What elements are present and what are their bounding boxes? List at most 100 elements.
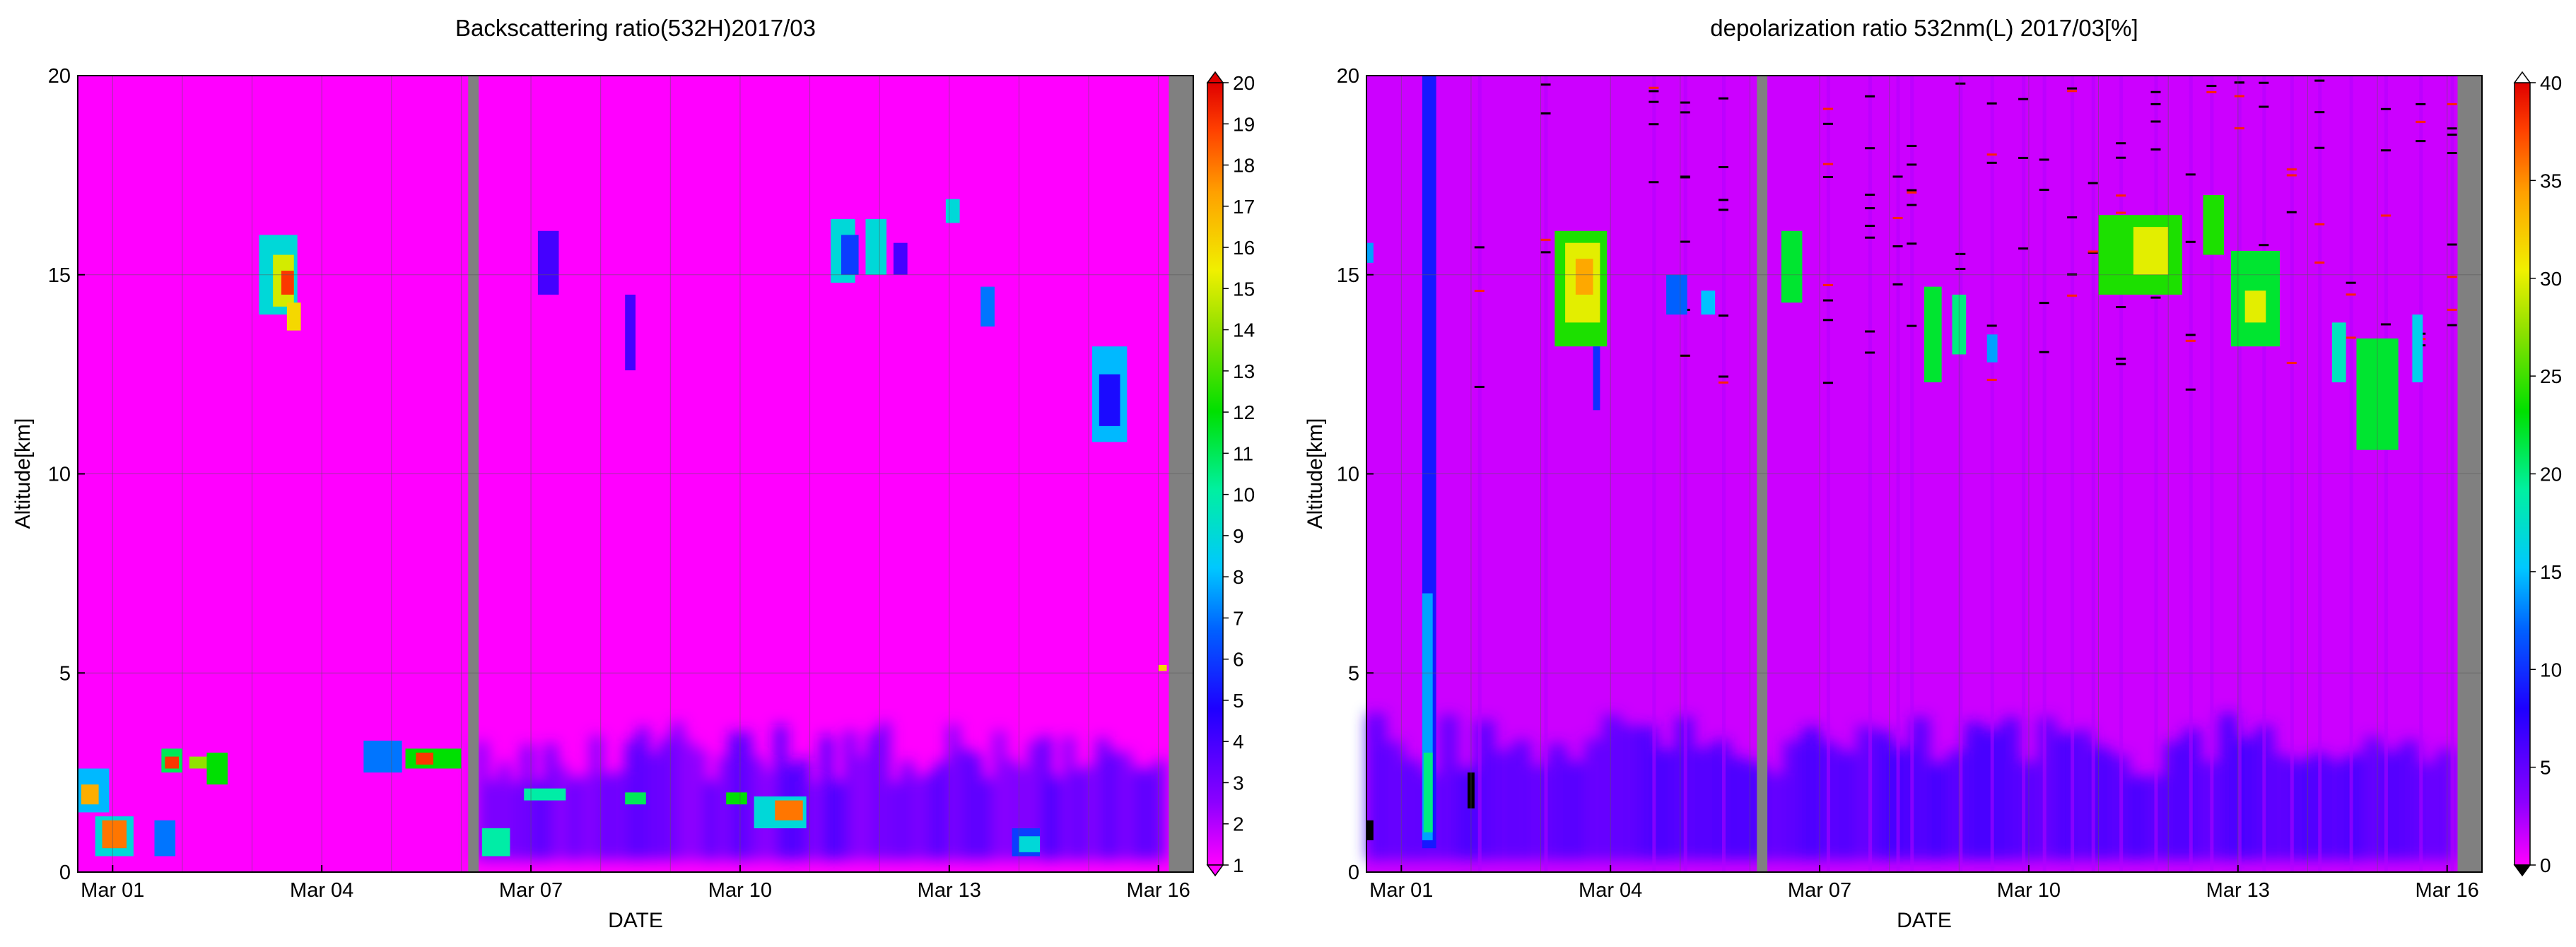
boundary-layer-cell bbox=[1656, 748, 1676, 861]
boundary-layer-cell bbox=[855, 755, 868, 861]
data-cell bbox=[2331, 322, 2346, 382]
colorbar-gradient bbox=[1207, 83, 1223, 865]
noise-dash bbox=[1540, 112, 1551, 114]
colorbar-tick-label: 35 bbox=[2540, 170, 2562, 192]
data-cell bbox=[1666, 274, 1687, 315]
noise-dash bbox=[1649, 100, 1659, 103]
y-axis-label: Altitude[km] bbox=[11, 418, 35, 529]
boundary-layer-cell bbox=[682, 741, 696, 861]
data-cell bbox=[81, 784, 99, 805]
boundary-layer-cell bbox=[1801, 727, 1822, 861]
noise-dash bbox=[1986, 153, 1997, 156]
noise-dash bbox=[1892, 283, 1903, 286]
noise-dash bbox=[2116, 142, 2126, 145]
boundary-layer-cell bbox=[556, 765, 569, 861]
noise-dash bbox=[2447, 276, 2457, 278]
colorbar-tick-label: 12 bbox=[1233, 401, 1255, 423]
boundary-layer-cell bbox=[1873, 731, 1894, 861]
x-tick-label: Mar 16 bbox=[2416, 879, 2479, 902]
data-cell bbox=[1781, 230, 1803, 303]
noise-dash bbox=[2346, 336, 2356, 339]
noise-dash bbox=[1680, 354, 1690, 357]
data-layer bbox=[78, 76, 1193, 872]
colorbar-tick-label: 5 bbox=[1233, 690, 1244, 712]
colorbar-gradient bbox=[2514, 83, 2530, 865]
x-tick-label: Mar 04 bbox=[1579, 879, 1642, 902]
noise-dash bbox=[2116, 211, 2126, 214]
noise-dash bbox=[2067, 90, 2078, 93]
noise-dash bbox=[1907, 189, 1917, 192]
boundary-layer-cell bbox=[809, 781, 822, 861]
noise-dash bbox=[1649, 86, 1659, 89]
noise-dash bbox=[1865, 147, 1875, 150]
boundary-layer-cell bbox=[935, 761, 949, 861]
colorbar-tick-label: 0 bbox=[2540, 854, 2551, 876]
data-cell bbox=[2203, 195, 2225, 255]
noise-dash bbox=[1680, 101, 1690, 104]
noise-dash bbox=[1680, 111, 1690, 114]
noise-dash bbox=[2416, 102, 2426, 105]
boundary-layer-cell bbox=[2327, 760, 2347, 861]
noise-dash bbox=[2185, 240, 2196, 243]
boundary-layer-cell bbox=[532, 781, 546, 861]
data-cell bbox=[726, 792, 747, 805]
y-tick-label: 20 bbox=[48, 65, 71, 88]
y-axis: Altitude[km] 0 5 10 15 20 bbox=[1304, 65, 1374, 884]
boundary-layer-cell bbox=[648, 753, 661, 861]
colorbar-tick-label: 14 bbox=[1233, 319, 1255, 341]
colorbar-tick-label: 15 bbox=[1233, 278, 1255, 300]
noise-dash bbox=[2185, 334, 2196, 336]
noise-dash bbox=[1865, 207, 1875, 210]
colorbar-tick-label: 17 bbox=[1233, 196, 1255, 218]
y-tick-label: 10 bbox=[48, 464, 71, 486]
noise-dash bbox=[1680, 175, 1690, 178]
colorbar-tick-label: 10 bbox=[2540, 659, 2562, 681]
boundary-layer-cell bbox=[613, 772, 626, 861]
x-tick-label: Mar 13 bbox=[2206, 879, 2270, 902]
x-axis-label: DATE bbox=[608, 909, 663, 932]
noise-dash bbox=[1907, 191, 1917, 194]
noise-dash bbox=[2286, 168, 2297, 171]
boundary-layer-cell bbox=[1403, 760, 1422, 861]
noise-dash bbox=[2150, 90, 2161, 93]
boundary-layer-cell bbox=[521, 744, 534, 861]
noise-dash bbox=[1892, 175, 1903, 178]
data-cell bbox=[2412, 314, 2423, 382]
noise-dash bbox=[2286, 174, 2297, 177]
data-cell bbox=[1593, 346, 1600, 411]
noise-dash bbox=[2346, 281, 2356, 284]
colorbar-tick-label: 13 bbox=[1233, 360, 1255, 382]
noise-dash bbox=[1649, 181, 1659, 184]
x-axis-label: DATE bbox=[1897, 909, 1952, 932]
noise-dash bbox=[1822, 319, 1833, 322]
colorbar-extend-max bbox=[1206, 71, 1224, 83]
noise-dash bbox=[2150, 296, 2161, 299]
data-cell bbox=[841, 235, 859, 275]
x-axis: DATE Mar 01 Mar 04 Mar 07 Mar 10 Mar 13 Mar 1… bbox=[81, 865, 1190, 932]
x-tick-label: Mar 07 bbox=[499, 879, 563, 902]
boundary-layer-cell bbox=[2001, 717, 2021, 861]
noise-dash bbox=[1955, 267, 1966, 270]
noise-dash bbox=[2039, 158, 2049, 161]
colorbar-tick-label: 1 bbox=[1233, 854, 1244, 876]
noise-dash bbox=[2314, 146, 2325, 149]
colorbar-extend-max bbox=[2513, 71, 2531, 83]
noise-dash bbox=[1540, 238, 1551, 241]
noise-dash bbox=[1718, 165, 1728, 168]
boundary-layer-cell bbox=[1728, 757, 1749, 861]
boundary-layer-cell bbox=[1050, 777, 1064, 861]
data-cell bbox=[1701, 290, 1716, 315]
noise-dash bbox=[2116, 194, 2126, 197]
boundary-layer-cell bbox=[843, 731, 857, 861]
boundary-layer-cell bbox=[774, 724, 788, 861]
boundary-layer-cell bbox=[2073, 730, 2093, 861]
boundary-layer-cell bbox=[2363, 736, 2383, 861]
boundary-layer-cell bbox=[567, 777, 580, 861]
noise-dashes bbox=[1474, 79, 2457, 391]
boundary-layer-cell bbox=[1511, 740, 1531, 861]
data-cell bbox=[2244, 290, 2266, 323]
noise-dash bbox=[1986, 324, 1997, 327]
boundary-layer-cell bbox=[877, 722, 891, 861]
data-cell bbox=[1366, 820, 1374, 840]
noise-dash bbox=[2018, 156, 2029, 159]
